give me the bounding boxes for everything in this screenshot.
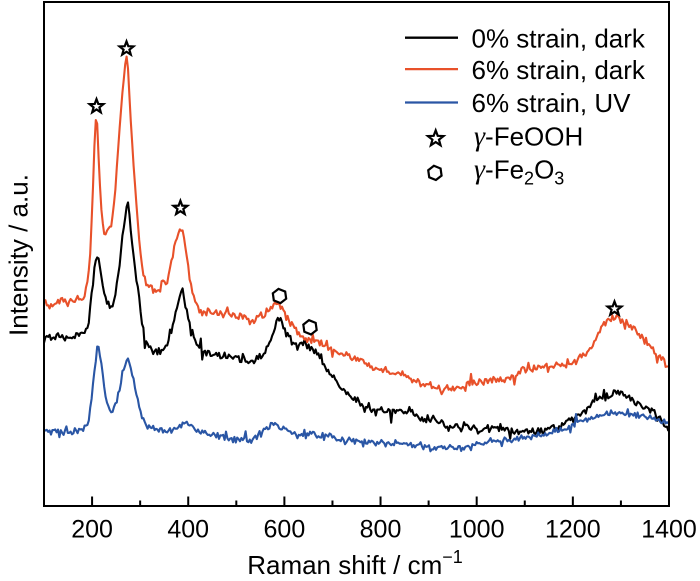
svg-text:1400: 1400	[641, 516, 697, 544]
svg-text:0% strain, dark: 0% strain, dark	[472, 23, 646, 53]
svg-text:6% strain, dark: 6% strain, dark	[472, 55, 646, 85]
svg-text:200: 200	[71, 516, 113, 544]
svg-text:Raman shift / cm−1: Raman shift / cm−1	[247, 547, 463, 576]
svg-text:1000: 1000	[449, 516, 505, 544]
svg-text:Intensity / a.u.: Intensity / a.u.	[4, 174, 34, 336]
svg-text:1200: 1200	[545, 516, 601, 544]
svg-text:600: 600	[264, 516, 306, 544]
svg-text:γ-Fe2O3: γ-Fe2O3	[474, 155, 564, 189]
svg-text:6% strain, UV: 6% strain, UV	[472, 88, 632, 118]
svg-text:800: 800	[360, 516, 402, 544]
svg-text:γ-FeOOH: γ-FeOOH	[474, 122, 583, 153]
svg-text:400: 400	[167, 516, 209, 544]
